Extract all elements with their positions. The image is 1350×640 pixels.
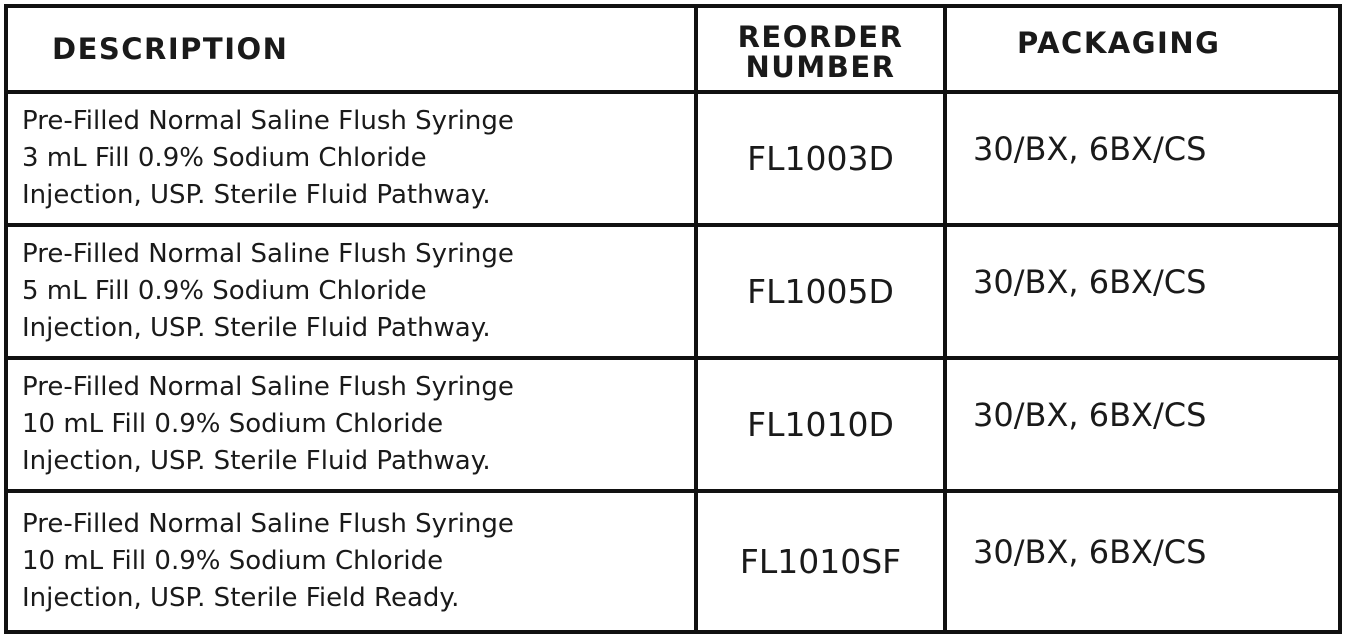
description-line: Injection, USP. Sterile Fluid Pathway. [22, 313, 491, 343]
row-divider [8, 356, 1338, 360]
row-divider [8, 489, 1338, 493]
reorder-number-cell: FL1003D [747, 139, 894, 178]
description-cell: Pre-Filled Normal Saline Flush Syringe 10… [8, 493, 694, 630]
row-divider [8, 223, 1338, 227]
column-divider [943, 8, 947, 630]
header-reorder-line2: NUMBER [745, 50, 896, 84]
header-description: DESCRIPTION [52, 32, 289, 66]
description-line: 10 mL Fill 0.9% Sodium Chloride [22, 409, 444, 439]
header-packaging: PACKAGING [1017, 26, 1221, 60]
packaging-cell: 30/BX, 6BX/CS [973, 532, 1207, 571]
description-line: 10 mL Fill 0.9% Sodium Chloride [22, 546, 444, 576]
description-cell: Pre-Filled Normal Saline Flush Syringe 5 … [8, 227, 694, 356]
description-line: Injection, USP. Sterile Fluid Pathway. [22, 180, 491, 210]
reorder-number-cell: FL1010SF [739, 542, 902, 581]
packaging-cell: 30/BX, 6BX/CS [973, 262, 1207, 301]
description-line: Injection, USP. Sterile Fluid Pathway. [22, 446, 491, 476]
description-cell: Pre-Filled Normal Saline Flush Syringe 10… [8, 360, 694, 489]
description-line: Pre-Filled Normal Saline Flush Syringe [22, 106, 514, 136]
description-line: Injection, USP. Sterile Field Ready. [22, 583, 460, 613]
reorder-number-cell: FL1005D [747, 272, 894, 311]
description-line: 5 mL Fill 0.9% Sodium Chloride [22, 276, 427, 306]
packaging-cell: 30/BX, 6BX/CS [973, 129, 1207, 168]
reorder-number-cell: FL1010D [747, 405, 894, 444]
description-line: Pre-Filled Normal Saline Flush Syringe [22, 239, 514, 269]
header-reorder-line1: REORDER [737, 20, 904, 54]
description-line: Pre-Filled Normal Saline Flush Syringe [22, 509, 514, 539]
packaging-cell: 30/BX, 6BX/CS [973, 395, 1207, 434]
description-cell: Pre-Filled Normal Saline Flush Syringe 3 … [8, 94, 694, 223]
product-table: DESCRIPTION REORDER NUMBER PACKAGING Pre… [4, 4, 1342, 634]
column-divider [694, 8, 698, 630]
row-divider [8, 90, 1338, 94]
description-line: Pre-Filled Normal Saline Flush Syringe [22, 372, 514, 402]
header-reorder-number: REORDER NUMBER [698, 14, 943, 90]
description-line: 3 mL Fill 0.9% Sodium Chloride [22, 143, 427, 173]
